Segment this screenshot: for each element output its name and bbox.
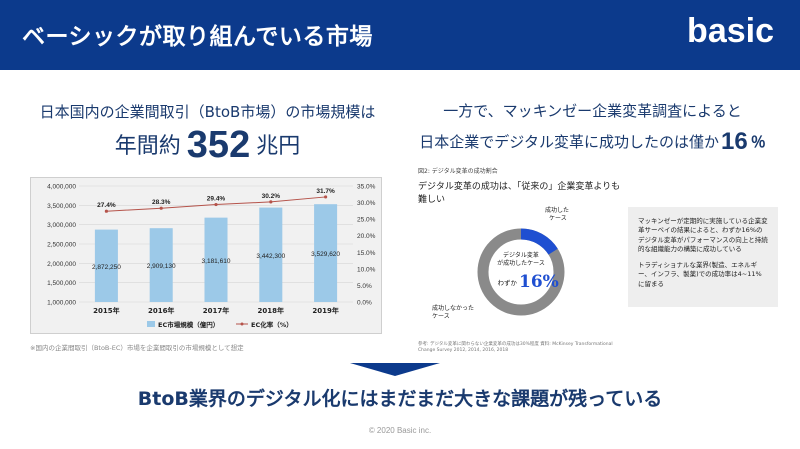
donut-success-label: 成功した: [545, 206, 569, 214]
survey-intro: 一方で、マッキンゼー企業変革調査によると: [443, 102, 742, 120]
figure-title: デジタル変革の成功は、「従来の」企業変革よりも難しい: [418, 182, 621, 205]
survey-headline-number: 16: [720, 128, 748, 155]
y-right-tick-label: 0.0%: [357, 300, 372, 307]
y-right-tick-label: 20.0%: [357, 233, 376, 240]
donut-success-label: ケース: [549, 215, 567, 222]
bar-value-label: 3,529,620: [311, 251, 340, 258]
digital-transformation-figure: デジタル変革 が成功したケース わずか 16% 成功した ケース 成功しなかった ケース 図2…: [418, 166, 628, 356]
ec-rate-point: [269, 200, 273, 204]
x-tick-label: 2017年: [203, 306, 229, 315]
market-size-prefix: 年間約: [114, 134, 181, 159]
market-size-unit: 兆円: [256, 134, 301, 159]
y-left-tick-label: 2,500,000: [47, 242, 76, 249]
line-value-label: 31.7%: [316, 188, 335, 195]
y-right-tick-label: 5.0%: [357, 283, 372, 290]
x-tick-label: 2015年: [93, 306, 119, 315]
y-right-tick-label: 30.0%: [357, 200, 376, 207]
donut-center-label: が成功したケース: [497, 259, 545, 267]
y-left-tick-label: 2,000,000: [47, 261, 76, 268]
donut-fail-label: 成功しなかった: [432, 304, 474, 312]
bar-1: [94, 229, 118, 302]
bar-5: [314, 204, 338, 302]
legend-label: EC市場規模（億円）: [158, 320, 219, 329]
ec-rate-point: [104, 209, 108, 213]
bar-value-label: 3,442,300: [256, 253, 285, 260]
y-right-tick-label: 35.0%: [357, 184, 376, 191]
y-left-tick-label: 1,500,000: [47, 280, 76, 287]
y-left-tick-label: 3,500,000: [47, 203, 76, 210]
donut-fail-label: ケース: [432, 313, 450, 320]
line-value-label: 27.4%: [97, 202, 116, 209]
market-subtitle: 日本国内の企業間取引（BtoB市場）の市場規模は: [39, 103, 376, 121]
ec-market-chart: 1,000,000 1,500,000 2,000,000 2,500,000 3,00…: [30, 177, 382, 334]
bar-value-label: 2,872,250: [92, 264, 121, 271]
survey-note-box: マッキンゼーが定期的に実施している企業変革サーベイの結果によると、わずか16%の…: [628, 207, 778, 307]
chart-footnote: ※国内の企業間取引（BtoB-EC）市場を企業間取引の市場規模として想定: [30, 344, 244, 352]
donut-center-value: 16%: [519, 272, 559, 292]
bar-value-label: 2,909,130: [147, 263, 176, 270]
survey-note-paragraph-1: マッキンゼーが定期的に実施している企業変革サーベイの結果によると、わずか16%の…: [638, 217, 768, 254]
y-right-tick-label: 25.0%: [357, 217, 376, 224]
page-title: ベーシックが取り組んでいる市場: [22, 24, 373, 50]
legend-label: EC化率（%）: [251, 320, 293, 329]
line-value-label: 30.2%: [262, 193, 281, 200]
line-value-label: 28.3%: [152, 199, 171, 206]
bar-3: [204, 217, 228, 302]
bar-value-label: 3,181,610: [202, 258, 231, 265]
x-tick-label: 2016年: [148, 306, 174, 315]
ec-rate-point: [214, 202, 218, 207]
legend-swatch-point: [240, 322, 244, 326]
market-size-headline: 年間約 352 兆円: [30, 124, 385, 167]
y-left-tick-label: 4,000,000: [47, 184, 76, 191]
y-left-tick-label: 1,000,000: [47, 300, 76, 307]
conclusion-text: BtoB業界のデジタル化にはまだまだ大きな課題が残っている: [137, 388, 663, 410]
y-left-tick-label: 3,000,000: [47, 222, 76, 229]
donut-success-segment: [477, 228, 565, 316]
brand-logo: basic: [687, 12, 774, 50]
line-value-label: 29.4%: [207, 196, 226, 203]
bar-2: [149, 228, 173, 302]
header-bar: ベーシックが取り組んでいる市場 basic: [0, 0, 800, 70]
ec-rate-point: [324, 195, 328, 199]
ec-rate-point: [159, 206, 163, 210]
x-tick-label: 2019年: [312, 306, 338, 315]
survey-headline-unit: ％: [750, 134, 766, 151]
figure-source: 参考: デジタル変革に関わらない企業変革の成功は30%程度 資料: McKins…: [418, 342, 613, 353]
figure-caption: 図2: デジタル変革の成功割合: [418, 168, 498, 175]
survey-headline: 日本企業でデジタル変革に成功したのは僅か16 ％: [395, 128, 790, 156]
copyright-footer: © 2020 Basic inc.: [368, 426, 432, 435]
ec-market-chart-svg: 1,000,000 1,500,000 2,000,000 2,500,000 3,00…: [47, 184, 376, 330]
y-right-tick-label: 15.0%: [357, 250, 376, 257]
survey-headline-text: 日本企業でデジタル変革に成功したのは僅か: [419, 133, 719, 151]
y-right-tick-label: 10.0%: [357, 266, 376, 273]
bar-4: [259, 207, 283, 302]
x-tick-label: 2018年: [258, 306, 284, 315]
donut-center-label: デジタル変革: [503, 251, 539, 259]
down-arrow-icon: [350, 363, 440, 376]
donut-center-prefix: わずか: [498, 278, 518, 287]
market-size-number: 352: [186, 124, 251, 166]
legend-swatch-bar: [147, 321, 155, 327]
survey-note-paragraph-2: トラディショナルな業界(製造、エネルギー、インフラ、製薬)での成功率は4~11%…: [638, 260, 762, 288]
